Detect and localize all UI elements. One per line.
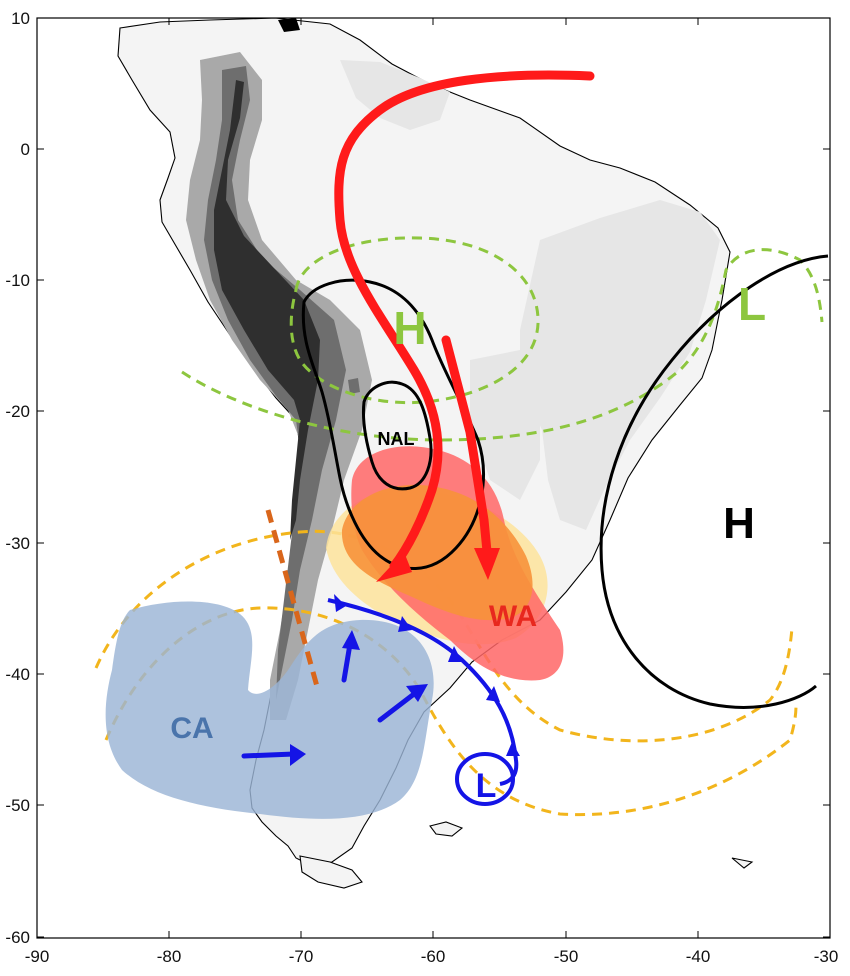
blue-arrowheads [290,630,428,766]
y-tick-label: -10 [5,271,30,290]
front-tri-3 [448,646,462,662]
andes-high [214,80,320,540]
brown-dashed-line [265,509,321,691]
front-tri-5 [506,742,520,756]
y-tick-label: -60 [5,928,30,947]
blue-arrow-south [241,751,297,759]
cold-front-triangles [334,594,520,756]
y-tick-minus50: -50 [5,796,830,815]
x-tick-label: -60 [421,947,446,966]
blue-arrowhead-mid [406,684,428,702]
x-tick-label: -70 [289,947,314,966]
red-arrow-east-branch [441,335,493,567]
front-tri-2 [398,616,412,632]
x-tick-minus30: -30 [814,18,839,966]
low-pressure-circle [455,752,515,806]
atlantic-high-contour [599,254,829,709]
x-axis: -90 -80 -70 -60 -50 -40 -30 [25,18,839,966]
x-tick-minus50: -50 [554,18,579,966]
label-wa: WA [489,600,537,633]
red-arrow-main-curve [334,70,595,571]
caribbean-island [278,18,300,32]
x-tick-minus80: -80 [157,18,182,966]
blue-arrow-north [341,641,353,683]
label-high-tropical: H [393,302,426,354]
label-low-atlantic: L [738,278,766,330]
y-tick-minus20: -20 [5,402,830,421]
interior-shading-brazil-plateau [520,200,720,530]
y-tick-label: -30 [5,534,30,553]
tierra-del-fuego [299,855,363,889]
andes-mid [204,66,346,700]
nal-inner-contour [362,380,433,491]
cold-air-region [105,601,434,819]
y-tick-10: 10 [11,9,830,28]
lake-titicaca [348,378,360,394]
x-tick-minus90: -90 [25,18,50,966]
x-tick-label: -90 [25,947,50,966]
nal-outer-contour [301,278,485,570]
y-tick-minus10: -10 [5,271,830,290]
x-tick-label: -40 [686,947,711,966]
label-nal: NAL [378,429,415,449]
y-tick-minus30: -30 [5,534,830,553]
front-tri-4 [486,686,500,702]
y-tick-label: 0 [21,140,30,159]
y-tick-label: -40 [5,665,30,684]
red-flow-arrows [334,70,595,571]
y-tick-label: 10 [11,9,30,28]
red-arrowhead-east [474,548,500,580]
falkland-islands [429,821,464,837]
blue-arrowhead-north [342,630,360,650]
x-tick-label: -50 [554,947,579,966]
y-tick-minus40: -40 [5,665,830,684]
x-tick-minus70: -70 [289,18,314,966]
blue-flow-arrows [241,641,417,759]
green-dash-arc [181,248,824,442]
blue-arrowhead-south [290,744,306,766]
label-high-atlantic: H [723,499,755,548]
x-tick-minus40: -40 [686,18,711,966]
label-low-south: L [476,767,497,805]
y-axis: 10 0 -10 -20 -30 -40 -50 -60 [5,9,830,947]
blue-arrow-mid [377,691,417,723]
land-layer [117,17,754,889]
y-tick-minus60: -60 [5,928,830,947]
red-arrowhead-west [376,552,412,582]
south-georgia [731,857,754,869]
y-tick-label: -20 [5,402,30,421]
front-tri-1 [334,594,346,612]
y-tick-0: 0 [21,140,830,159]
x-tick-label: -30 [814,947,839,966]
y-tick-label: -50 [5,796,30,815]
x-tick-label: -80 [157,947,182,966]
green-dashed-lines [181,236,824,442]
cold-front-line [327,598,519,786]
black-contours [301,254,829,709]
label-ca: CA [170,712,213,745]
orange-dash-outer [94,529,794,743]
interior-shading-amazon [340,60,450,130]
x-tick-minus60: -60 [421,18,446,966]
